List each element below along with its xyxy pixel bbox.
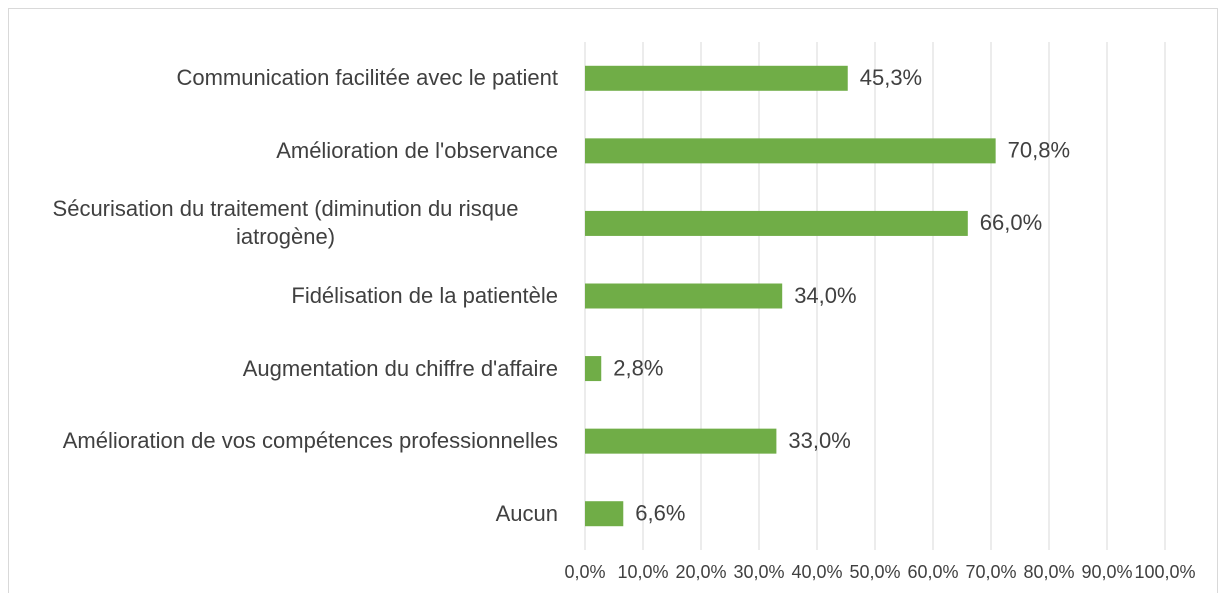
value-label: 33,0% xyxy=(788,428,850,453)
bar xyxy=(585,138,996,164)
x-tick-label: 70,0% xyxy=(965,562,1016,582)
x-tick-label: 20,0% xyxy=(675,562,726,582)
y-tick-label: Communication facilitée avec le patient xyxy=(176,65,558,91)
bar xyxy=(585,501,624,527)
bar xyxy=(585,65,848,91)
x-tick-label: 100,0% xyxy=(1134,562,1195,582)
value-label: 66,0% xyxy=(980,210,1042,235)
y-tick-label: Amélioration de l'observance xyxy=(276,137,558,163)
x-tick-label: 30,0% xyxy=(733,562,784,582)
y-tick-label: Augmentation du chiffre d'affaire xyxy=(242,355,558,381)
x-tick-label: 50,0% xyxy=(849,562,900,582)
value-label: 34,0% xyxy=(794,283,856,308)
bar xyxy=(585,356,602,382)
x-tick-label: 0,0% xyxy=(564,562,605,582)
chart-border xyxy=(8,8,1218,593)
x-tick-label: 60,0% xyxy=(907,562,958,582)
x-tick-label: 10,0% xyxy=(617,562,668,582)
y-tick-label: Fidélisation de la patientèle xyxy=(291,283,558,308)
y-tick-label: Sécurisation du traitement (diminution d… xyxy=(52,196,519,250)
value-label: 70,8% xyxy=(1008,138,1070,163)
y-tick-label: Amélioration de vos compétences professi… xyxy=(62,428,558,454)
bar xyxy=(585,283,783,309)
y-tick-label: Aucun xyxy=(495,500,558,526)
value-label: 6,6% xyxy=(635,501,685,526)
x-tick-label: 40,0% xyxy=(791,562,842,582)
value-label: 2,8% xyxy=(613,355,663,380)
bar xyxy=(585,210,968,236)
bar xyxy=(585,428,777,454)
x-tick-label: 90,0% xyxy=(1081,562,1132,582)
x-tick-label: 80,0% xyxy=(1023,562,1074,582)
value-label: 45,3% xyxy=(860,65,922,90)
